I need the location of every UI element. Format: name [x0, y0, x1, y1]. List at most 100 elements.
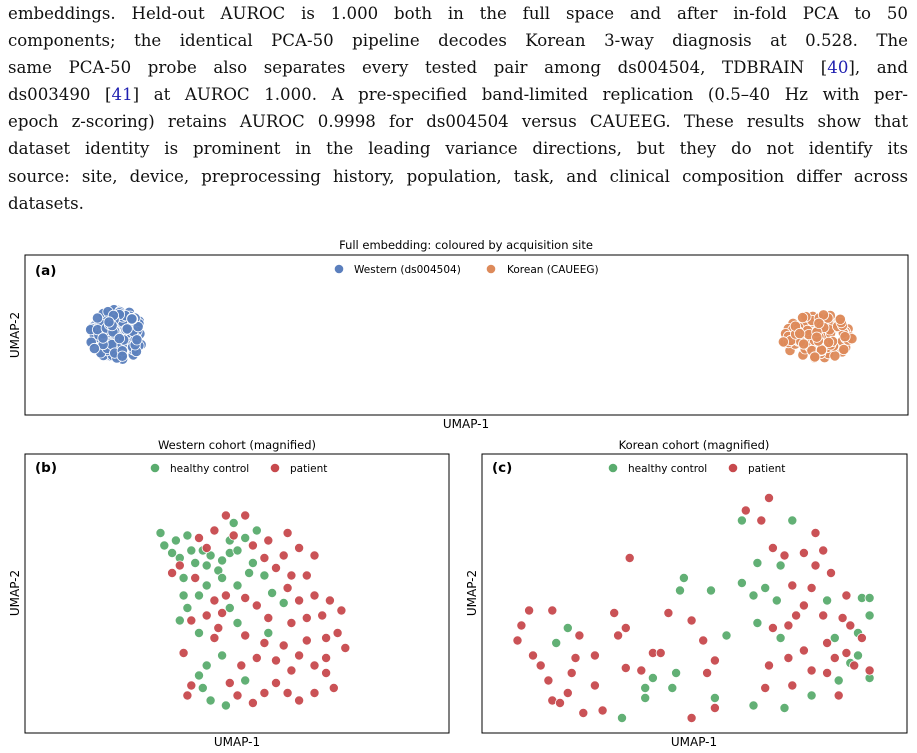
- scatter-point-patient: [282, 528, 293, 539]
- paragraph-line: same PCA-50 probe also separates every t…: [8, 58, 908, 78]
- body-paragraph: embeddings. Held-out AUROC is 1.000 both…: [8, 0, 908, 217]
- scatter-point-patient: [278, 640, 289, 651]
- scatter-point-patient: [224, 678, 235, 689]
- scatter-point-patient: [767, 623, 778, 634]
- scatter-point-patient: [547, 605, 558, 616]
- citation-link[interactable]: 41: [111, 85, 133, 105]
- scatter-point-patient: [286, 665, 297, 676]
- panel-a: Full embedding: coloured by acquisition …: [8, 238, 909, 431]
- scatter-point-healthy-control: [205, 695, 216, 706]
- scatter-point-korean-caueeg: [829, 350, 841, 362]
- scatter-point-patient: [806, 583, 817, 594]
- scatter-point-patient: [201, 610, 212, 621]
- scatter-point-patient: [270, 655, 281, 666]
- scatter-point-patient: [186, 615, 197, 626]
- scatter-point-healthy-control: [562, 623, 573, 634]
- paragraph-line: source: site, device, preprocessing hist…: [8, 166, 908, 186]
- scatter-point-healthy-control: [217, 555, 228, 566]
- panel-c-xlabel: UMAP-1: [671, 735, 717, 749]
- scatter-point-korean-caueeg: [838, 343, 850, 356]
- legend-label-patient-c: patient: [748, 463, 785, 475]
- scatter-point-patient: [574, 630, 585, 641]
- panel-b: Western cohort (magnified) (b) healthy c…: [8, 438, 450, 749]
- scatter-point-healthy-control: [806, 690, 817, 701]
- scatter-point-patient: [562, 688, 573, 699]
- scatter-point-healthy-control: [170, 535, 181, 546]
- scatter-point-healthy-control: [709, 693, 720, 704]
- scatter-point-patient: [528, 650, 539, 661]
- scatter-point-patient: [332, 628, 343, 639]
- scatter-point-patient: [240, 510, 251, 521]
- scatter-point-patient: [589, 680, 600, 691]
- scatter-point-patient: [783, 653, 794, 664]
- panel-b-frame: [24, 453, 450, 734]
- scatter-point-patient: [818, 545, 829, 556]
- scatter-point-western-ds004504: [103, 316, 115, 328]
- scatter-point-patient: [686, 615, 697, 626]
- panel-a-ylabel: UMAP-2: [8, 312, 22, 358]
- scatter-point-patient: [709, 703, 720, 714]
- scatter-point-healthy-control: [779, 703, 790, 714]
- scatter-point-patient: [251, 653, 262, 664]
- scatter-point-patient: [516, 620, 527, 631]
- scatter-point-patient: [845, 620, 856, 631]
- scatter-point-healthy-control: [721, 630, 732, 641]
- scatter-point-healthy-control: [247, 558, 258, 569]
- scatter-point-healthy-control: [640, 693, 651, 704]
- scatter-point-western-ds004504: [91, 312, 104, 324]
- scatter-point-patient: [764, 660, 775, 671]
- panel-c-legend: healthy control patient: [608, 463, 785, 475]
- scatter-point-healthy-control: [232, 618, 243, 629]
- paragraph-line: components; the identical PCA-50 pipelin…: [8, 31, 908, 51]
- scatter-point-western-ds004504: [132, 321, 144, 333]
- scatter-point-patient: [328, 683, 339, 694]
- legend-marker-patient-c: [728, 463, 738, 473]
- scatter-point-healthy-control: [220, 700, 231, 711]
- panel-c-title: Korean cohort (magnified): [619, 438, 770, 452]
- legend-marker-western: [334, 264, 344, 274]
- scatter-point-patient: [555, 698, 566, 709]
- scatter-point-healthy-control: [201, 660, 212, 671]
- panel-a-tag: (a): [35, 263, 56, 279]
- scatter-point-patient: [829, 653, 840, 664]
- scatter-point-healthy-control: [193, 590, 204, 601]
- scatter-point-patient: [309, 688, 320, 699]
- scatter-point-healthy-control: [217, 650, 228, 661]
- scatter-point-patient: [209, 595, 220, 606]
- scatter-point-patient: [624, 553, 635, 564]
- scatter-point-healthy-control: [640, 683, 651, 694]
- scatter-point-patient: [190, 573, 201, 584]
- scatter-point-patient: [620, 663, 631, 674]
- scatter-point-healthy-control: [748, 590, 759, 601]
- panel-a-points: [85, 304, 858, 365]
- scatter-point-patient: [174, 560, 185, 571]
- scatter-point-healthy-control: [864, 610, 875, 621]
- scatter-point-patient: [282, 583, 293, 594]
- scatter-point-healthy-control: [787, 515, 798, 526]
- scatter-point-patient: [798, 645, 809, 656]
- scatter-point-healthy-control: [174, 615, 185, 626]
- scatter-point-patient: [826, 568, 837, 579]
- scatter-point-healthy-control: [752, 558, 763, 569]
- panel-c-frame: [481, 453, 908, 734]
- scatter-point-patient: [597, 705, 608, 716]
- scatter-point-korean-caueeg: [839, 331, 851, 343]
- scatter-point-patient: [236, 660, 247, 671]
- scatter-point-healthy-control: [775, 560, 786, 571]
- scatter-point-patient: [806, 665, 817, 676]
- panel-b-points: [155, 510, 351, 711]
- scatter-point-healthy-control: [244, 568, 255, 579]
- scatter-point-healthy-control: [224, 603, 235, 614]
- scatter-point-patient: [209, 525, 220, 536]
- panel-a-frame: [24, 254, 909, 416]
- scatter-point-patient: [810, 560, 821, 571]
- citation-link[interactable]: 40: [827, 58, 849, 78]
- scatter-point-patient: [247, 698, 258, 709]
- scatter-point-healthy-control: [864, 593, 875, 604]
- scatter-point-healthy-control: [736, 578, 747, 589]
- scatter-point-western-ds004504: [113, 332, 126, 345]
- scatter-point-healthy-control: [748, 700, 759, 711]
- panel-c: Korean cohort (magnified) (c) healthy co…: [465, 438, 908, 749]
- scatter-point-healthy-control: [155, 528, 166, 539]
